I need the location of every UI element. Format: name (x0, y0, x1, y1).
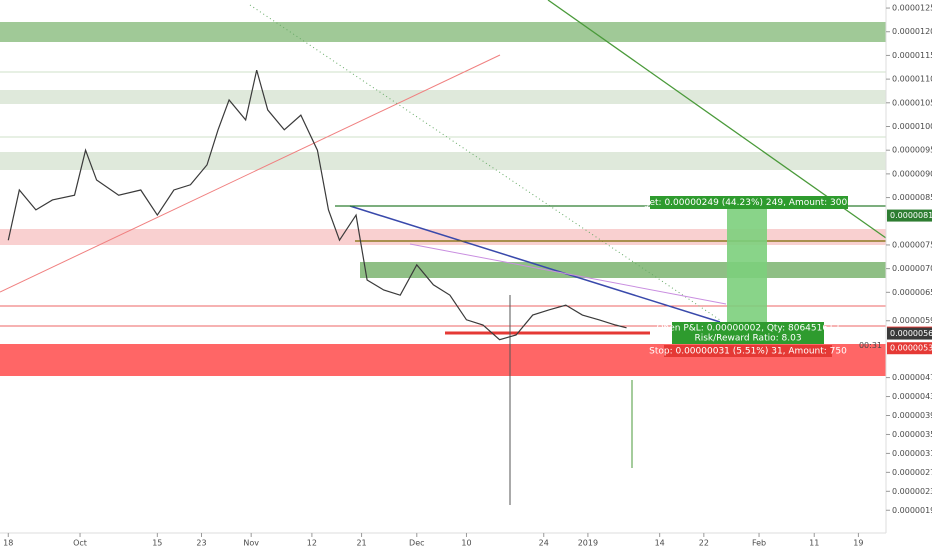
x-tick-label: 11 (809, 539, 819, 548)
price-tag-label: 0.00000532 (890, 344, 932, 353)
y-tick-label: 0.00001000 (892, 122, 932, 131)
x-tick-label: 19 (853, 539, 863, 548)
y-tick-label: 0.00000900 (892, 169, 932, 178)
x-tick-label: 18 (3, 539, 13, 548)
y-tick-label: 0.00000430 (892, 392, 932, 401)
y-tick-label: 0.00000950 (892, 146, 932, 155)
target-label: Target: 0.00000249 (44.23%) 249, Amount:… (630, 198, 868, 208)
x-tick-label: 22 (699, 539, 709, 548)
price-tag (887, 342, 932, 355)
y-tick-label: 0.00000270 (892, 468, 932, 477)
price-tag-label: 0.00000812 (890, 211, 932, 220)
x-tick-label: Feb (752, 539, 766, 548)
x-tick-label: 14 (655, 539, 665, 548)
open-pnl-label: Open P&L: 0.00000002, Qty: 806451612 (656, 324, 839, 334)
price-tag (887, 327, 932, 340)
y-tick-label: 0.00000350 (892, 430, 932, 439)
x-tick-label: 2019 (578, 539, 598, 548)
y-tick-label: 0.00000310 (892, 449, 932, 458)
x-tick-label: Nov (243, 539, 259, 548)
y-tick-label: 0.00000190 (892, 506, 932, 515)
stop-label: Stop: 0.00000031 (5.51%) 31, Amount: 750 (649, 347, 847, 357)
x-tick-label: 21 (356, 539, 366, 548)
price-line (7, 69, 627, 341)
x-tick-label: 10 (461, 539, 471, 548)
price-tag (887, 209, 932, 222)
y-tick-label: 0.00000390 (892, 411, 932, 420)
y-tick-label: 0.00000700 (892, 264, 932, 273)
y-tick-label: 0.00001100 (892, 75, 932, 84)
price-tag-label: 0.00000563 (890, 329, 932, 338)
drawings (0, 0, 887, 534)
x-tick-label: 24 (539, 539, 549, 548)
y-tick-label: 0.00000230 (892, 487, 932, 496)
y-tick-label: 0.00000650 (892, 288, 932, 297)
y-tick-label: 0.00001150 (892, 51, 932, 60)
y-tick-label: 0.00001200 (892, 27, 932, 36)
x-tick-label: Oct (73, 539, 87, 548)
y-tick-label: 0.00000850 (892, 193, 932, 202)
x-tick-label: 15 (152, 539, 162, 548)
y-tick-label: 0.00000590 (892, 316, 932, 325)
x-tick-label: 23 (196, 539, 206, 548)
x-tick-label: Dec (409, 539, 424, 548)
y-tick-label: 0.00000750 (892, 240, 932, 249)
countdown: 00:31 (859, 341, 882, 350)
risk-reward-label: Risk/Reward Ratio: 8.03 (694, 334, 801, 344)
y-tick-label: 0.00001050 (892, 98, 932, 107)
y-tick-label: 0.00000470 (892, 373, 932, 382)
x-tick-label: 12 (307, 539, 317, 548)
y-tick-label: 0.00001250 (892, 4, 932, 13)
